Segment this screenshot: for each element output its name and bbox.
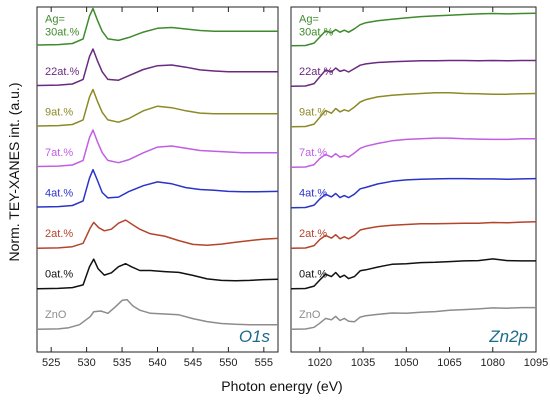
o1s-series-line-4	[36, 129, 278, 168]
o1s-x-tick-label: 525	[42, 357, 60, 369]
o1s-series-line-1	[36, 258, 279, 290]
zn2p-series-line-5	[290, 92, 537, 128]
zn2p-series-line-1	[290, 258, 536, 290]
o1s-series-label-5: 9at.%	[45, 107, 73, 119]
zn2p-series-line-7	[290, 12, 537, 47]
zn2p-series-label-2: 2at.%	[299, 228, 327, 240]
o1s-series-line-6	[36, 48, 278, 87]
zn2p-series-label-5: 9at.%	[299, 107, 327, 119]
o1s-series-label-0: ZnO	[45, 309, 67, 321]
zn2p-series-label-6: 22at.%	[299, 66, 333, 78]
zn2p-series-label-3: 4at.%	[299, 188, 327, 200]
zn2p-x-tick-label: 1080	[481, 357, 505, 369]
zn2p-series-line-3	[290, 177, 537, 209]
zn2p-series-label-4: 7at.%	[299, 147, 327, 159]
o1s-series-line-0	[36, 298, 278, 330]
o1s-x-tick-label: 550	[219, 357, 237, 369]
zn2p-x-tick-label: 1035	[351, 357, 375, 369]
o1s-series-line-3	[36, 168, 279, 208]
zn2p-panel: 1020 1035 1050 1065 1080 1095 ZnO 0at.% 2at.% 4at…	[290, 6, 548, 369]
zn2p-plot-frame	[290, 6, 537, 353]
o1s-panel: 525 530 535 540 545 550 555 ZnO 0at.% 2at.% 4at.% 7…	[36, 6, 279, 369]
o1s-series-label-1: 0at.%	[45, 269, 73, 281]
o1s-series-label-7: Ag= 30at.%	[45, 14, 79, 39]
o1s-panel-title: O1s	[239, 327, 271, 346]
o1s-series-label-2: 2at.%	[45, 228, 73, 240]
zn2p-x-tick-label: 1050	[394, 357, 418, 369]
zn2p-panel-title: Zn2p	[488, 327, 528, 346]
o1s-x-tick-label: 540	[148, 357, 166, 369]
zn2p-series-label-1: 0at.%	[299, 269, 327, 281]
o1s-series-label-4: 7at.%	[45, 147, 73, 159]
zn2p-series-line-2	[290, 221, 537, 250]
o1s-series-label-3: 4at.%	[45, 188, 73, 200]
o1s-series-line-7	[36, 7, 278, 46]
o1s-series-label-6: 22at.%	[45, 66, 79, 78]
zn2p-series-label-7: Ag= 30at.%	[299, 14, 333, 39]
x-axis-title: Photon energy (eV)	[221, 378, 342, 394]
o1s-x-tick-label: 555	[255, 357, 273, 369]
o1s-plot-frame	[36, 6, 279, 353]
zn2p-series-line-0	[290, 306, 536, 331]
zn2p-series-line-6	[290, 59, 536, 88]
zn2p-series-line-4	[290, 137, 536, 169]
zn2p-x-tick-label: 1095	[524, 357, 548, 369]
o1s-series-line-5	[36, 88, 278, 127]
o1s-series-line-2	[36, 219, 279, 249]
zn2p-x-tick-label: 1020	[308, 357, 332, 369]
o1s-x-tick-label: 535	[113, 357, 131, 369]
o1s-x-tick-label: 545	[184, 357, 202, 369]
o1s-x-tick-label: 530	[77, 357, 95, 369]
zn2p-series-label-0: ZnO	[299, 309, 321, 321]
y-axis-title: Norm. TEY-XANES int. (a.u.)	[6, 83, 22, 262]
zn2p-x-tick-label: 1065	[437, 357, 461, 369]
